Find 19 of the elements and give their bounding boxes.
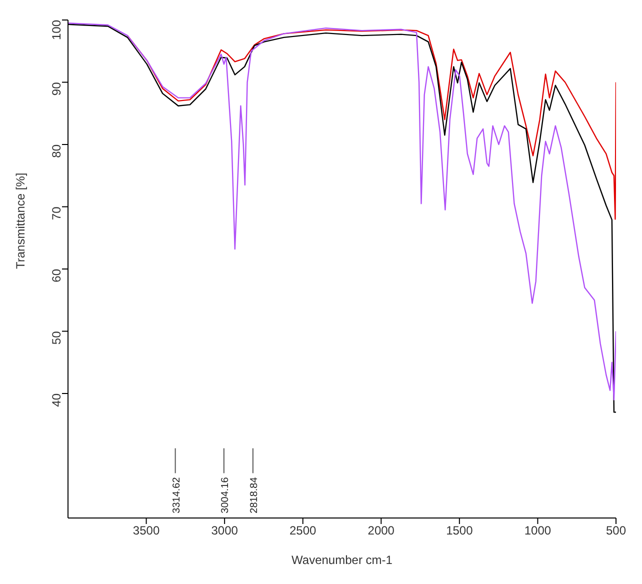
y-tick-label: 90 <box>49 82 64 96</box>
y-tick-label: 40 <box>49 393 64 407</box>
x-tick-label: 1000 <box>524 524 552 538</box>
x-tick-label: 3500 <box>132 524 160 538</box>
y-tick-label: 50 <box>49 330 64 345</box>
x-tick-label: 3000 <box>211 524 238 538</box>
x-tick-label: 1500 <box>446 524 474 538</box>
annotation: 3004.16 <box>220 476 231 514</box>
y-tick-label: 100 <box>49 20 64 40</box>
y-tick-label: 80 <box>49 144 64 158</box>
y-tick-label: 70 <box>49 206 64 220</box>
annotation: 2818.84 <box>248 476 260 514</box>
y-axis-title: Transmittance [%] <box>13 172 28 269</box>
x-tick-label: 500 <box>606 524 626 538</box>
x-axis-title: Wavenumber cm-1 <box>292 553 393 567</box>
x-tick-label: 2500 <box>290 524 317 538</box>
x-tick-label: 2000 <box>368 524 395 538</box>
annotation: 3314.62 <box>171 476 182 514</box>
y-tick-label: 60 <box>49 268 64 282</box>
